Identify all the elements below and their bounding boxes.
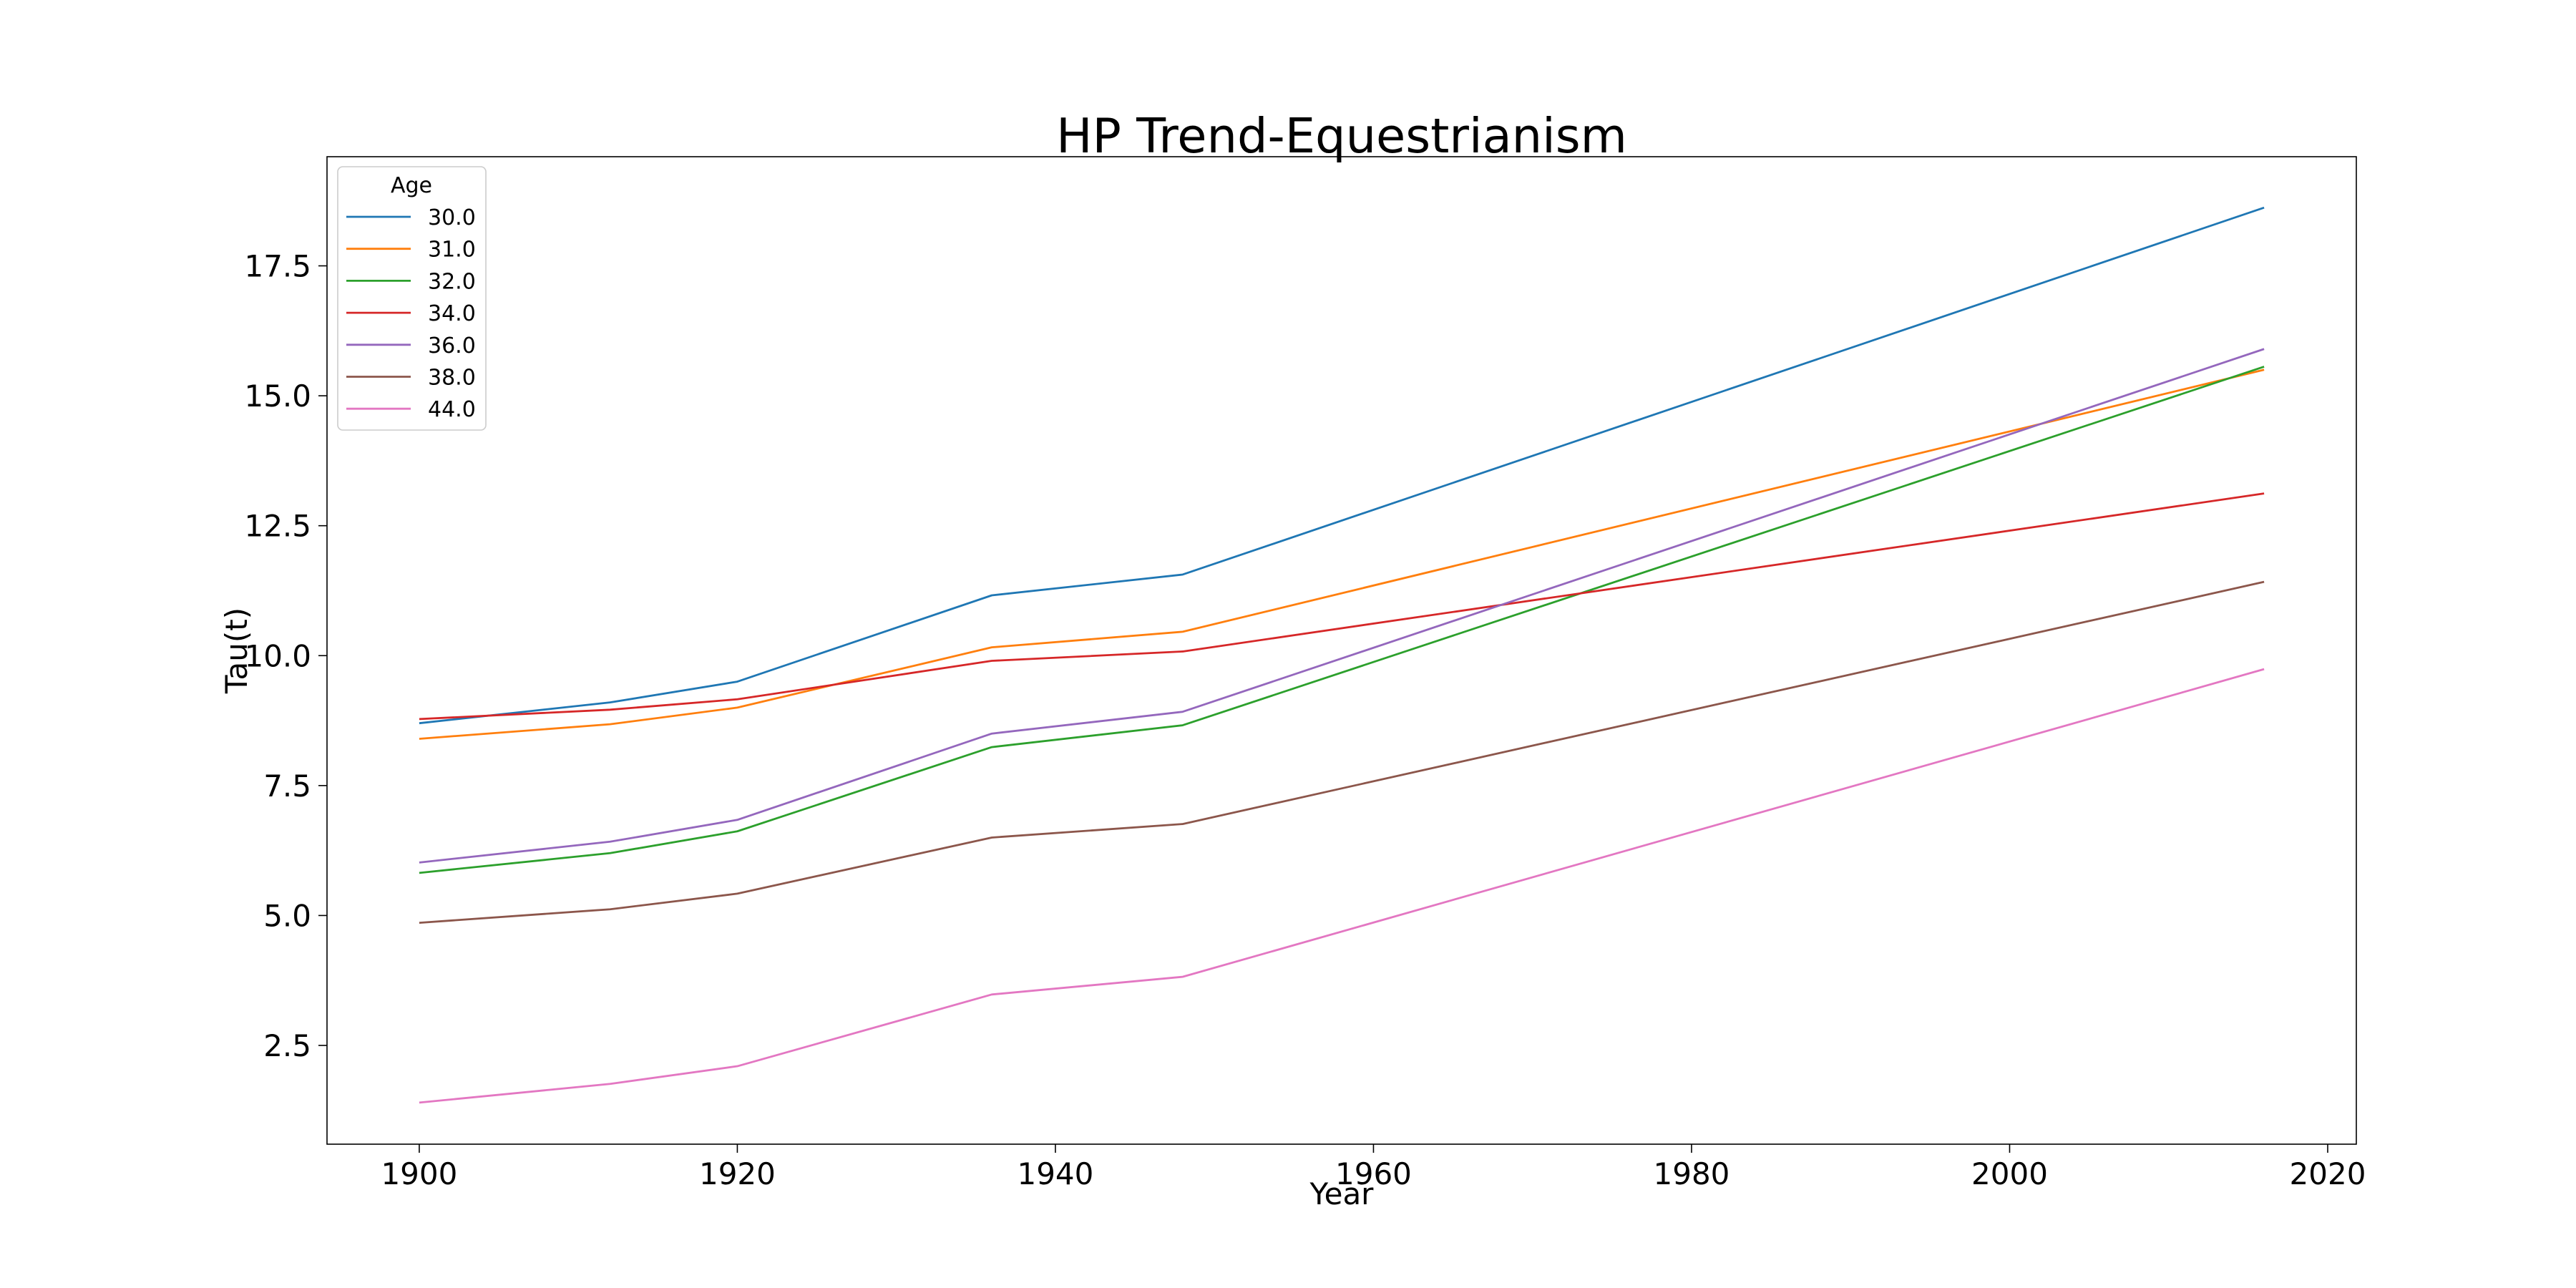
series-line-34-0 bbox=[419, 492, 2265, 721]
series-line-31-0 bbox=[419, 369, 2265, 740]
plot-frame bbox=[326, 156, 2357, 1145]
y-tick-label: 10.0 bbox=[244, 638, 311, 673]
series-line-30-0 bbox=[419, 206, 2265, 725]
y-tick-label: 5.0 bbox=[263, 898, 311, 933]
y-tick-label: 12.5 bbox=[244, 509, 311, 544]
y-axis-ticks: 2.5 5.0 7.5 10.0 12.5 15.0 17.5 bbox=[244, 249, 327, 1063]
legend-label: 30.0 bbox=[428, 205, 476, 230]
x-axis-ticks: 1900 1920 1940 1960 1980 2000 2020 bbox=[381, 1144, 2366, 1191]
x-tick-label: 1980 bbox=[1654, 1156, 1730, 1191]
series-layer bbox=[419, 206, 2265, 1104]
series-line-44-0 bbox=[419, 668, 2265, 1104]
legend-entry-44-0: 44.0 bbox=[346, 397, 476, 422]
legend: Age 30.0 31.0 32.0 34.0 36.0 38.0 44.0 bbox=[337, 166, 487, 431]
legend-entry-31-0: 31.0 bbox=[346, 238, 476, 263]
x-tick-label: 1940 bbox=[1017, 1156, 1093, 1191]
series-line-36-0 bbox=[419, 348, 2265, 864]
y-tick-label: 2.5 bbox=[263, 1028, 311, 1063]
series-line-32-0 bbox=[419, 366, 2265, 874]
y-tick-label: 7.5 bbox=[263, 769, 311, 804]
legend-label: 36.0 bbox=[428, 333, 476, 358]
x-tick-label: 1920 bbox=[699, 1156, 776, 1191]
series-line-38-0 bbox=[419, 580, 2265, 924]
y-tick-label: 17.5 bbox=[244, 249, 311, 284]
legend-entry-34-0: 34.0 bbox=[346, 301, 476, 326]
legend-entry-30-0: 30.0 bbox=[346, 205, 476, 230]
chart-title: HP Trend-Equestrianism bbox=[1056, 108, 1627, 164]
legend-label: 34.0 bbox=[428, 301, 476, 326]
legend-title: Age bbox=[391, 173, 432, 198]
y-tick-label: 15.0 bbox=[244, 379, 311, 414]
legend-label: 31.0 bbox=[428, 238, 476, 263]
legend-entry-32-0: 32.0 bbox=[346, 269, 476, 294]
legend-entry-36-0: 36.0 bbox=[346, 333, 476, 358]
legend-entry-38-0: 38.0 bbox=[346, 366, 476, 391]
x-tick-label: 1900 bbox=[381, 1156, 457, 1191]
legend-entries: 30.0 31.0 32.0 34.0 36.0 38.0 44.0 bbox=[346, 205, 476, 422]
plot-area bbox=[326, 156, 2357, 1145]
legend-label: 38.0 bbox=[428, 366, 476, 391]
x-axis-label: Year bbox=[1309, 1176, 1375, 1211]
legend-label: 32.0 bbox=[428, 269, 476, 294]
x-tick-label: 1960 bbox=[1335, 1156, 1412, 1191]
x-tick-label: 2000 bbox=[1971, 1156, 2048, 1191]
legend-box bbox=[337, 166, 487, 431]
legend-label: 44.0 bbox=[428, 397, 476, 422]
x-tick-label: 2020 bbox=[2290, 1156, 2366, 1191]
y-axis-label: Tau(t) bbox=[219, 608, 254, 694]
